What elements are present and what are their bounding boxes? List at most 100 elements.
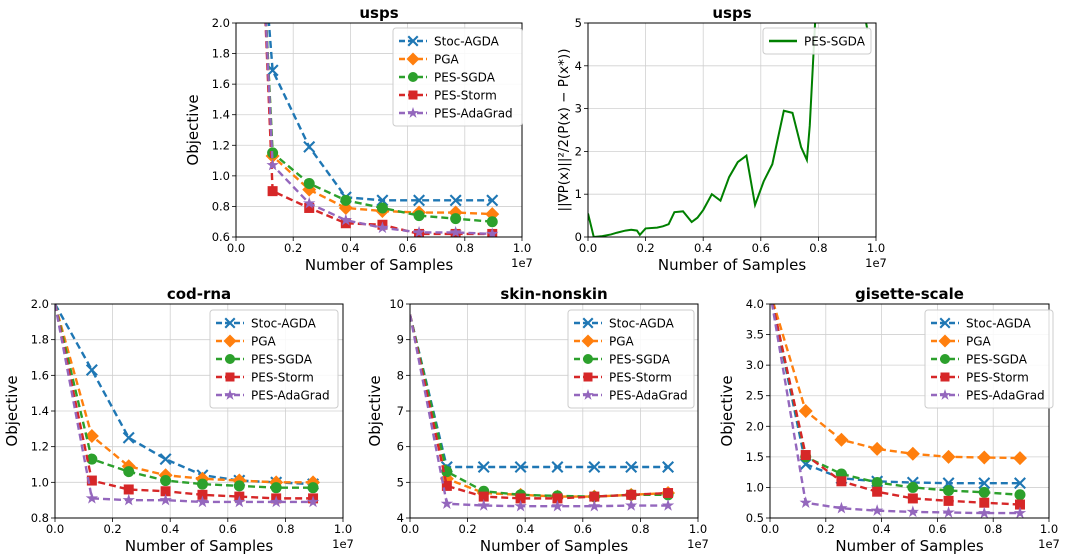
chart-panel-2: 0.0 0.2 0.4 0.6 0.8 1.0 0.8 1.0 1.2 1.4 1.6 1.8 2.0 c… xyxy=(3,285,354,555)
y-tick-label: 6 xyxy=(397,440,404,454)
data-point-pes-storm xyxy=(589,491,600,502)
x-tick-label: 0.4 xyxy=(872,522,890,536)
y-tick-label: 9 xyxy=(397,333,404,347)
legend-item: PES-AdaGrad xyxy=(399,107,513,121)
legend-marker-pes-sgda xyxy=(940,354,950,364)
x-tick-label: 0.2 xyxy=(284,241,302,255)
data-point-pes-sgda xyxy=(1014,489,1026,501)
series-line-pes-adagrad xyxy=(770,304,1020,515)
x-tick-label: 0.6 xyxy=(752,241,770,255)
data-point-stoc-agda xyxy=(85,363,98,376)
legend-label: PES-AdaGrad xyxy=(966,389,1045,403)
legend-item: Stoc-AGDA xyxy=(216,317,317,331)
x-axis-label: Number of Samples xyxy=(305,256,453,274)
series-line-stoc-agda xyxy=(410,314,669,469)
data-point-pes-sgda xyxy=(413,210,425,222)
legend-marker-stoc-agda xyxy=(939,317,951,329)
x-axis-exponent: 1e7 xyxy=(332,537,354,551)
data-point-pes-sgda xyxy=(978,486,990,498)
data-point-pes-storm xyxy=(836,476,847,487)
y-tick-label: 1.6 xyxy=(31,368,49,382)
grid xyxy=(587,22,877,238)
data-point-pes-storm xyxy=(626,489,637,500)
chart-title: usps xyxy=(359,4,398,22)
y-tick-label: 5 xyxy=(397,475,404,489)
data-point-pes-sgda xyxy=(871,477,883,489)
legend-label: PES-SGDA xyxy=(251,353,313,367)
x-tick-label: 0.8 xyxy=(276,522,294,536)
x-tick-label: 0.4 xyxy=(516,522,534,536)
legend-marker-pga xyxy=(406,52,420,66)
legend-item: PES-Storm xyxy=(399,89,497,103)
data-point-stoc-agda xyxy=(588,460,601,473)
data-point-pes-storm xyxy=(552,493,563,504)
data-point-pes-storm xyxy=(197,489,208,500)
y-tick-label: 1.0 xyxy=(212,169,230,183)
legend-marker-pes-adagrad xyxy=(224,389,236,400)
y-tick-label: 2 xyxy=(575,144,582,158)
data-point-pes-adagrad xyxy=(906,505,920,518)
legend-label: Stoc-AGDA xyxy=(434,35,500,49)
data-point-pes-sgda xyxy=(376,202,388,214)
x-tick-label: 0.0 xyxy=(227,241,245,255)
y-tick-label: 3.0 xyxy=(746,358,764,372)
chart-panel-1: 0.0 0.2 0.4 0.6 0.8 1.0 0 1 2 3 4 5 usps Number of Sa… xyxy=(556,4,887,274)
legend-marker-pes-adagrad xyxy=(939,389,951,400)
legend: Stoc-AGDA PGA PES-SGDA PES-Storm PES-AdaGrad xyxy=(924,309,1054,409)
chart-panel-3: 0.0 0.2 0.4 0.6 0.8 1.0 4 5 6 7 8 9 10 skin-nonskin Nu… xyxy=(366,285,709,555)
data-point-pes-storm xyxy=(663,488,674,499)
legend-label: PES-Storm xyxy=(966,371,1029,385)
data-point-pes-adagrad xyxy=(376,221,389,234)
x-axis-exponent: 1e7 xyxy=(687,537,709,551)
legend-marker-pes-adagrad xyxy=(582,389,594,400)
data-point-pes-storm xyxy=(515,493,526,504)
legend-item: PES-SGDA xyxy=(931,353,1028,367)
data-point-stoc-agda xyxy=(486,194,499,207)
x-tick-label: 0.8 xyxy=(809,241,827,255)
x-tick-label: 0.8 xyxy=(984,522,1002,536)
y-tick-label: 3.5 xyxy=(746,328,764,342)
data-point-pga xyxy=(84,428,99,443)
data-point-pes-adagrad xyxy=(233,495,246,508)
y-tick-label: 1.4 xyxy=(31,404,49,418)
chart-panel-4: 0.0 0.2 0.4 0.6 0.8 1.0 0.5 1.0 1.5 2.0 2.5 3.0 3.5 4… xyxy=(718,285,1060,555)
x-tick-label: 1.0 xyxy=(1040,522,1058,536)
data-point-stoc-agda xyxy=(514,460,527,473)
legend-marker-pes-storm xyxy=(408,90,418,100)
series-line-pes-sgda xyxy=(55,304,314,489)
data-point-pga xyxy=(941,449,956,464)
data-point-pes-sgda xyxy=(196,478,208,490)
legend-item: Stoc-AGDA xyxy=(399,35,500,49)
data-point-pes-storm xyxy=(123,484,134,495)
x-tick-label: 0.0 xyxy=(579,241,597,255)
data-point-pes-adagrad xyxy=(661,499,675,511)
data-point-pes-adagrad xyxy=(588,499,601,512)
y-tick-label: 1.8 xyxy=(31,333,49,347)
legend-label: PES-SGDA xyxy=(966,353,1028,367)
legend-marker-pga xyxy=(581,334,595,348)
legend-label: PES-Storm xyxy=(251,371,314,385)
legend-label: PES-AdaGrad xyxy=(609,389,688,403)
data-point-pes-storm xyxy=(907,493,918,504)
series-group xyxy=(588,23,869,237)
series-group xyxy=(55,304,321,508)
plot-frame xyxy=(409,303,699,519)
y-tick-label: 0.5 xyxy=(746,511,764,525)
legend-label: PES-Storm xyxy=(609,371,672,385)
data-point-pes-sgda xyxy=(233,480,245,492)
y-tick-label: 7 xyxy=(397,404,404,418)
legend: Stoc-AGDA PGA PES-SGDA PES-Storm PES-AdaGrad xyxy=(209,309,339,409)
y-tick-label: 3 xyxy=(575,102,582,116)
data-point-pes-adagrad xyxy=(412,225,426,237)
y-tick-label: 8 xyxy=(397,368,404,382)
y-axis-label: Objective xyxy=(184,94,202,165)
y-axis-label: Objective xyxy=(366,375,384,446)
series-line-stoc-agda xyxy=(771,304,1020,485)
data-point-pes-sgda xyxy=(307,482,319,494)
series-line-pga xyxy=(55,304,314,484)
series-line-pes-adagrad xyxy=(264,23,493,236)
legend-label: PES-Storm xyxy=(434,89,497,103)
legend-marker-pes-storm xyxy=(940,372,950,382)
data-point-pes-storm xyxy=(943,495,954,506)
